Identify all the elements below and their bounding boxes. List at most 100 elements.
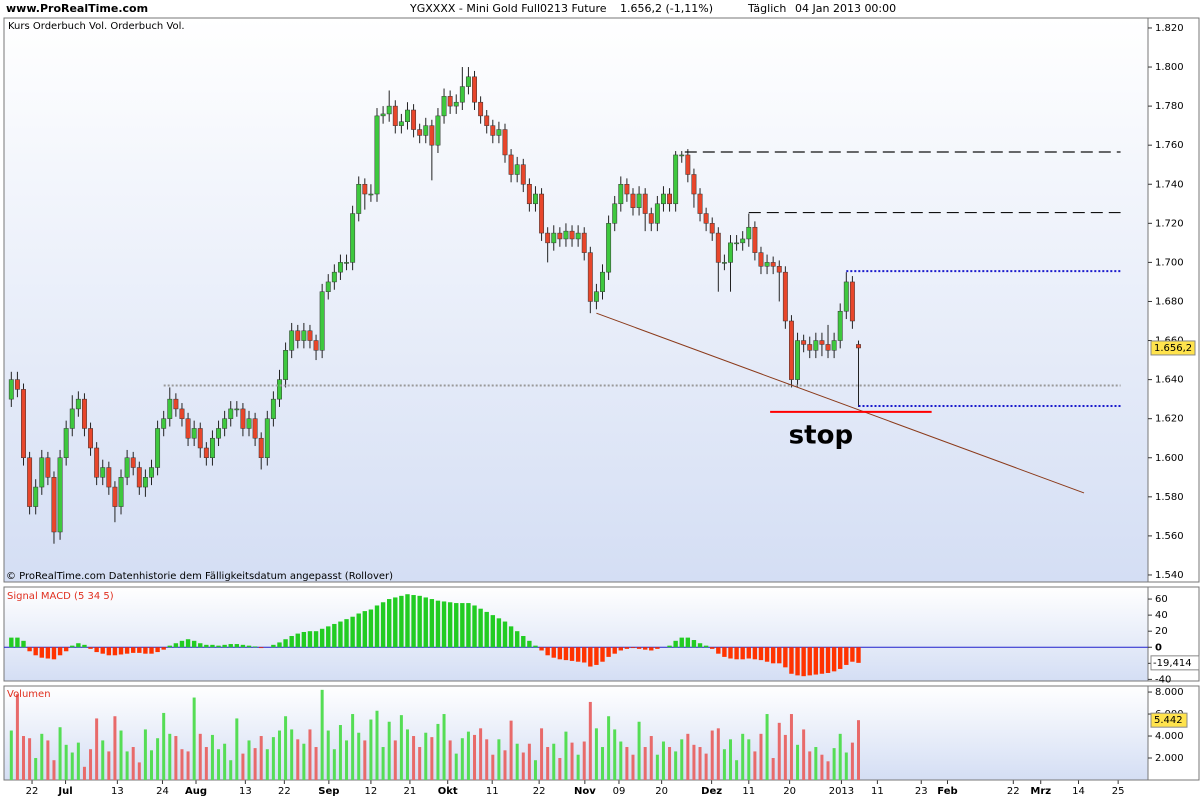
volume-bar — [28, 738, 32, 780]
volume-bar — [241, 753, 245, 780]
x-tick-label: 22 — [533, 786, 546, 797]
volume-bar — [217, 749, 221, 780]
last-price-label: 1.656,2 — [1154, 343, 1192, 354]
candle-body — [380, 113, 386, 117]
candle-body — [374, 115, 380, 195]
macd-bar — [770, 647, 776, 664]
volume-bar — [82, 766, 86, 780]
macd-bar — [740, 647, 745, 660]
candle-body — [490, 125, 496, 136]
macd-bar — [234, 644, 240, 648]
macd-bar — [405, 594, 410, 648]
volume-bar — [277, 730, 281, 780]
candle-body — [203, 447, 209, 459]
volume-bar — [107, 751, 111, 780]
volume-bar — [588, 701, 592, 780]
volume-bar — [174, 736, 178, 780]
candle-body — [362, 184, 368, 195]
candle-body — [636, 193, 642, 208]
candle-body — [795, 340, 800, 380]
volume-bar — [40, 733, 44, 780]
macd-bar — [722, 647, 727, 657]
volume-bar — [631, 754, 635, 780]
volume-bar — [143, 729, 147, 780]
candle-body — [429, 125, 435, 146]
macd-bar — [630, 647, 636, 649]
footnote: © ProRealTime.com Datenhistorie dem Fäll… — [6, 571, 393, 582]
volume-bar — [58, 727, 62, 780]
candle-body — [667, 193, 673, 205]
macd-bar — [807, 647, 812, 676]
volume-bar — [125, 751, 129, 780]
candle-body — [264, 418, 270, 459]
macd-bar — [612, 647, 617, 654]
macd-bar — [39, 647, 44, 658]
candle-body — [51, 477, 57, 533]
candle-body — [600, 271, 605, 292]
volume-bar — [607, 716, 611, 780]
candle-body — [405, 109, 410, 122]
macd-bar — [746, 647, 751, 659]
x-tick-label: Feb — [937, 786, 957, 797]
volume-bar — [521, 752, 525, 780]
macd-bar — [588, 647, 593, 667]
volume-bar — [722, 749, 726, 780]
candle-body — [234, 408, 240, 411]
candle-body — [734, 242, 740, 245]
candle-body — [484, 115, 490, 126]
macd-bar — [143, 647, 148, 654]
macd-bar — [252, 646, 258, 648]
macd-bar — [319, 628, 325, 648]
macd-bar — [691, 640, 697, 648]
macd-bar — [490, 615, 496, 648]
volume-bar — [777, 722, 781, 780]
macd-bar — [191, 640, 197, 648]
y-tick-label: 1.600 — [1155, 453, 1184, 464]
candle-body — [57, 457, 63, 533]
candle-body — [411, 109, 417, 130]
macd-bar — [533, 645, 538, 648]
volume-bar — [76, 742, 80, 780]
volume-bar — [832, 748, 836, 780]
volume-bar — [387, 721, 391, 780]
macd-bar — [764, 647, 770, 662]
candle-body — [283, 350, 289, 380]
volume-bar — [180, 749, 184, 780]
macd-bar — [228, 644, 233, 648]
volume-bar — [332, 749, 336, 780]
candle-body — [307, 330, 313, 341]
volume-bar — [680, 739, 684, 780]
panel-title: Signal MACD (5 34 5) — [7, 591, 114, 602]
volume-bar — [357, 732, 361, 780]
candle-body — [648, 213, 654, 224]
volume-bar — [796, 744, 800, 780]
quote: 1.656,2 (-1,11%) — [620, 2, 713, 15]
macd-bar — [624, 647, 630, 649]
macd-bar — [856, 647, 861, 663]
macd-bar — [734, 647, 739, 660]
macd-bar — [350, 616, 355, 648]
macd-bar — [149, 647, 154, 654]
candle-body — [161, 418, 167, 429]
volume-bar — [308, 729, 312, 780]
volume-bar — [314, 747, 318, 780]
macd-bar — [155, 647, 160, 653]
candle-body — [112, 486, 118, 507]
macd-bar — [45, 647, 51, 659]
candle-body — [27, 457, 33, 507]
candle-body — [520, 164, 526, 185]
candle-body — [173, 398, 179, 410]
volume-bar — [479, 728, 483, 780]
panel-title: Volumen — [7, 689, 51, 700]
candle-body — [606, 223, 612, 273]
volume-bar — [558, 758, 562, 780]
macd-bar — [240, 644, 246, 648]
candle-body — [386, 105, 392, 115]
volume-bar — [290, 729, 294, 780]
macd-bar — [685, 637, 691, 648]
site-link[interactable]: www.ProRealTime.com — [6, 2, 148, 15]
x-tick-label: Nov — [574, 786, 596, 797]
volume-bar — [674, 751, 678, 780]
candle-body — [228, 408, 234, 419]
macd-bar — [813, 647, 819, 675]
